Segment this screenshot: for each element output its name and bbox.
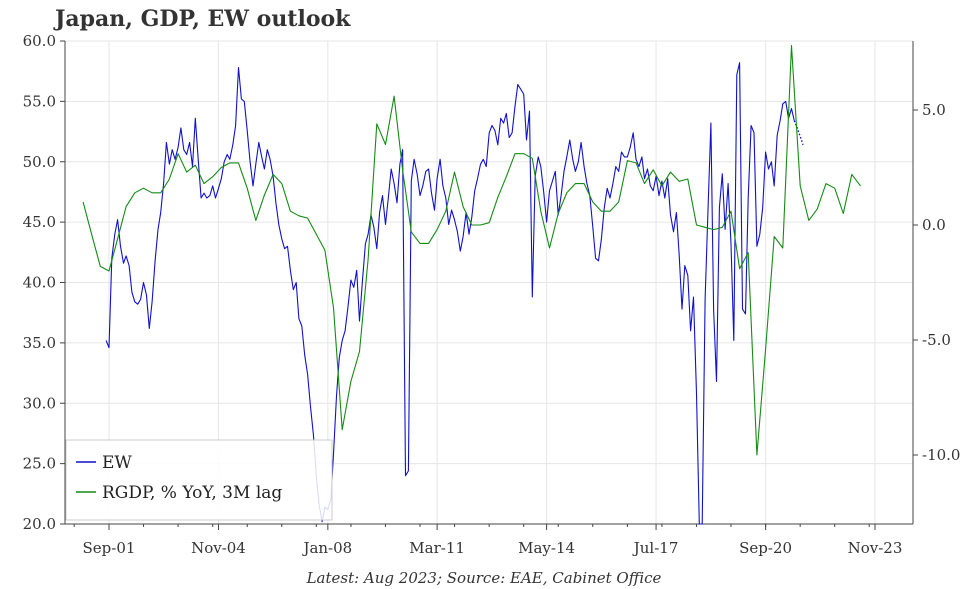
y-right-tick-label: 5.0 [922, 101, 946, 119]
x-tick-label: Mar-11 [409, 539, 465, 557]
y-left-tick-label: 50.0 [23, 153, 56, 171]
x-tick-label: Jul-17 [632, 539, 679, 557]
y-right-tick-label: 0.0 [922, 216, 946, 234]
y-right-tick-label: -5.0 [922, 331, 951, 349]
y-left-tick-label: 30.0 [23, 394, 56, 412]
x-tick-label: May-14 [518, 539, 575, 557]
y-right-tick-label: -10.0 [922, 446, 960, 464]
series-projection-ew [793, 120, 804, 146]
x-tick-label: Nov-23 [848, 539, 903, 557]
chart-title: Japan, GDP, EW outlook [55, 6, 351, 32]
x-tick-label: Nov-04 [191, 539, 246, 557]
y-left-tick-label: 40.0 [23, 274, 56, 292]
legend: EW RGDP, % YoY, 3M lag [65, 439, 333, 521]
y-left-tick-label: 25.0 [23, 455, 56, 473]
legend-box [65, 439, 333, 521]
y-left-tick-label: 35.0 [23, 334, 56, 352]
y-left-tick-label: 60.0 [23, 32, 56, 50]
x-tick-label: Sep-20 [739, 539, 792, 557]
tick-labels: Sep-01 Nov-04 Jan-08 Mar-11 May-14 Jul-17 Sep-… [23, 32, 961, 557]
series-line-ew [105, 62, 795, 525]
series-line-rgdp [82, 45, 861, 456]
legend-label-rgdp: RGDP, % YoY, 3M lag [102, 483, 282, 503]
source-note: Latest: Aug 2023; Source: EAE, Cabinet O… [306, 569, 662, 587]
y-left-tick-label: 20.0 [23, 515, 56, 533]
y-left-tick-label: 55.0 [23, 92, 56, 110]
x-tick-label: Sep-01 [83, 539, 136, 557]
y-left-tick-label: 45.0 [23, 213, 56, 231]
series-lines [82, 45, 861, 525]
x-tick-label: Jan-08 [301, 539, 352, 557]
legend-label-ew: EW [102, 453, 132, 473]
